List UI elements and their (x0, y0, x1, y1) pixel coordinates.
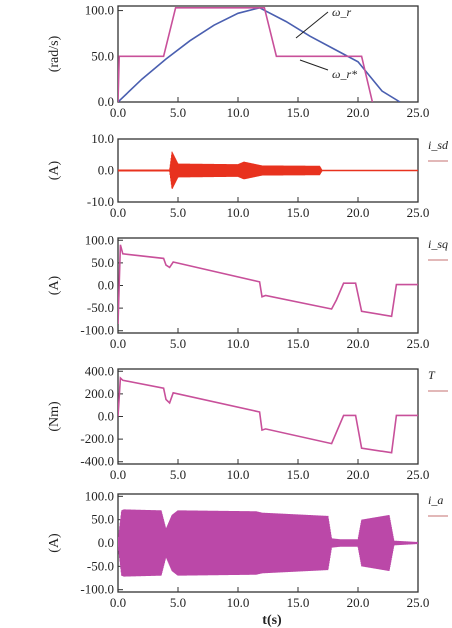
series-line-0 (118, 376, 418, 454)
y-axis-label: (A) (47, 160, 62, 180)
y-axis-label: (A) (47, 275, 62, 295)
y-tick-label: -400.0 (80, 454, 114, 469)
current-sq-panel: -100.0 -50.0 0.0 50.0 100.0 0.0 5.0 10.0 15.0 20.… (47, 232, 448, 351)
torque-panel: -400.0 -200.0 0.0 200.0 400.0 0.0 5.0 10.0 15.0 2… (47, 363, 448, 482)
x-tick-label: 0.0 (110, 105, 126, 120)
y-tick-label: 10.0 (91, 131, 114, 146)
x-tick-label: 5.0 (170, 467, 186, 482)
legend-label: i_sd (428, 138, 449, 152)
x-tick-label: 5.0 (170, 595, 186, 610)
x-tick-label: 5.0 (170, 105, 186, 120)
x-tick-label: 15.0 (287, 595, 310, 610)
y-tick-label: 50.0 (91, 255, 114, 270)
y-tick-label: -100.0 (80, 323, 114, 338)
x-tick-label: 15.0 (287, 336, 310, 351)
x-tick-label: 25.0 (407, 105, 430, 120)
x-tick-label: 15.0 (287, 105, 310, 120)
y-tick-label: 0.0 (98, 409, 114, 424)
series-line-0 (118, 244, 418, 325)
x-tick-label: 20.0 (347, 336, 370, 351)
x-tick-label: 10.0 (227, 205, 250, 220)
x-tick-label: 5.0 (170, 205, 186, 220)
x-tick-label: 10.0 (227, 595, 250, 610)
current-sd-panel: -10.00.010.00.0 5.0 10.0 15.0 20.0 25.0(A)i_s… (47, 131, 449, 220)
x-tick-label: 10.0 (227, 105, 250, 120)
y-tick-label: 50.0 (91, 512, 114, 527)
annotation-arrow (295, 11, 329, 39)
y-tick-label: -100.0 (80, 582, 114, 597)
y-axis-label: (rad/s) (47, 35, 62, 72)
series-trace-0 (118, 509, 418, 577)
x-tick-label: 20.0 (347, 467, 370, 482)
y-tick-label: 0.0 (98, 535, 114, 550)
x-tick-label: 25.0 (407, 205, 430, 220)
x-tick-label: 10.0 (227, 467, 250, 482)
y-axis-label: (A) (47, 533, 62, 553)
x-tick-label: 25.0 (407, 336, 430, 351)
y-tick-label: 100.0 (85, 232, 114, 247)
y-axis-label: (Nm) (47, 401, 62, 432)
annotation-label: ω_r* (332, 67, 357, 81)
y-tick-label: -50.0 (87, 558, 114, 573)
x-tick-label: 0.0 (110, 467, 126, 482)
y-tick-label: 200.0 (85, 386, 114, 401)
series-line-1 (118, 7, 374, 102)
y-tick-label: 400.0 (85, 363, 114, 378)
y-tick-label: 0.0 (98, 163, 114, 178)
x-tick-label: 0.0 (110, 595, 126, 610)
plot-frame (117, 5, 419, 103)
x-tick-label: 15.0 (287, 467, 310, 482)
y-tick-label: 0.0 (98, 94, 114, 109)
x-axis-label: t(s) (262, 613, 282, 628)
legend-label: T (428, 368, 436, 382)
y-tick-label: 50.0 (91, 48, 114, 63)
x-tick-label: 15.0 (287, 205, 310, 220)
phase-current-panel: -100.0 -50.0 0.0 50.0 100.0 0.0 5.0 10.0 15.0 20.… (47, 488, 448, 610)
annotation-label: ω_r (332, 5, 351, 19)
y-tick-label: -10.0 (87, 194, 114, 209)
y-tick-label: 100.0 (85, 3, 114, 18)
x-tick-label: 10.0 (227, 336, 250, 351)
x-tick-label: 0.0 (110, 336, 126, 351)
y-tick-label: 0.0 (98, 278, 114, 293)
plot-frame (117, 237, 419, 334)
y-tick-label: -50.0 (87, 300, 114, 315)
annotation-arrow (299, 59, 329, 71)
speed-panel: 0.0 50.0 100.0 0.0 5.0 10.0 15.0 20.0 25.0 (rad/s… (47, 3, 429, 120)
x-tick-label: 0.0 (110, 205, 126, 220)
y-tick-label: -200.0 (80, 431, 114, 446)
legend-label: i_sq (428, 237, 448, 251)
x-tick-label: 20.0 (347, 205, 370, 220)
y-tick-label: 100.0 (85, 488, 114, 503)
series-trace-0 (118, 151, 418, 189)
legend-label: i_a (428, 493, 443, 507)
x-tick-label: 25.0 (407, 467, 430, 482)
x-tick-label: 25.0 (407, 595, 430, 610)
x-tick-label: 20.0 (347, 105, 370, 120)
x-tick-label: 20.0 (347, 595, 370, 610)
series-line-0 (118, 6, 401, 102)
x-tick-label: 5.0 (170, 336, 186, 351)
